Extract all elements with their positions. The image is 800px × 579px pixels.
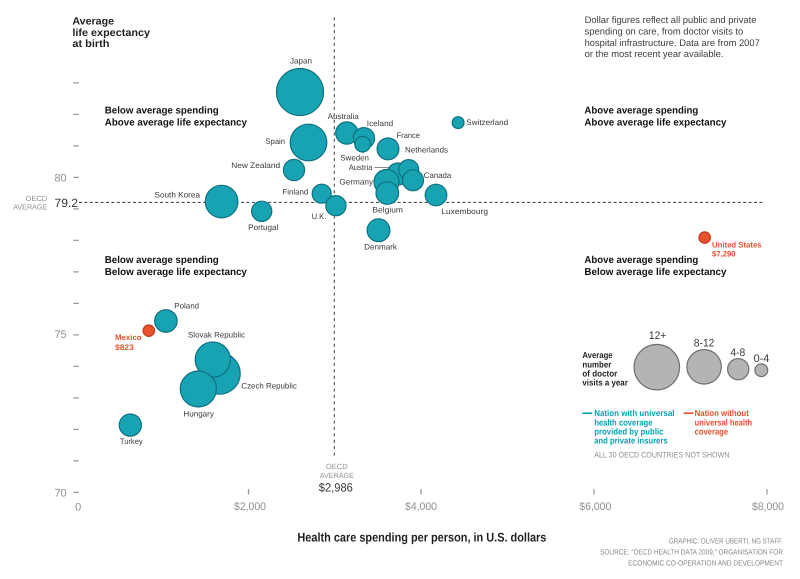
- svg-text:Below average spending: Below average spending: [105, 105, 219, 116]
- svg-text:hospital infrastructure. Data: hospital infrastructure. Data are from 2…: [585, 38, 760, 49]
- svg-text:Germany: Germany: [339, 178, 373, 187]
- svg-text:provided by public: provided by public: [594, 426, 663, 436]
- svg-text:Below average life expectancy: Below average life expectancy: [105, 267, 248, 278]
- svg-text:U.K.: U.K.: [312, 212, 327, 221]
- svg-text:Below average spending: Below average spending: [105, 255, 219, 266]
- svg-text:Mexico: Mexico: [115, 333, 142, 342]
- svg-text:Iceland: Iceland: [367, 119, 393, 128]
- svg-text:Average: Average: [582, 350, 612, 360]
- svg-text:Slovak Republic: Slovak Republic: [188, 331, 245, 340]
- svg-text:70: 70: [54, 488, 66, 500]
- svg-text:OECD: OECD: [26, 194, 48, 203]
- svg-text:ECONOMIC CO-OPERATION AND DEVE: ECONOMIC CO-OPERATION AND DEVELOPMENT: [628, 558, 783, 567]
- svg-text:Above average spending: Above average spending: [584, 255, 698, 266]
- svg-text:Below average life expectancy: Below average life expectancy: [584, 267, 727, 278]
- svg-text:Hungary: Hungary: [183, 410, 214, 419]
- svg-text:Switzerland: Switzerland: [466, 118, 508, 127]
- svg-text:80: 80: [54, 173, 66, 185]
- svg-text:0-4: 0-4: [754, 353, 770, 365]
- svg-text:New Zealand: New Zealand: [231, 161, 280, 170]
- svg-text:visits a year: visits a year: [582, 377, 628, 387]
- svg-text:AVERAGE: AVERAGE: [13, 203, 47, 212]
- svg-text:0: 0: [75, 501, 81, 513]
- svg-text:$7,290: $7,290: [712, 250, 736, 259]
- svg-text:Above average life expectancy: Above average life expectancy: [105, 117, 248, 128]
- svg-text:Finland: Finland: [282, 188, 308, 197]
- svg-text:$2,986: $2,986: [319, 480, 353, 494]
- svg-text:at birth: at birth: [72, 38, 109, 50]
- svg-text:spending on care, from doctor: spending on care, from doctor visits to: [585, 26, 744, 37]
- svg-text:coverage: coverage: [695, 426, 729, 436]
- svg-text:Australia: Australia: [328, 112, 360, 121]
- svg-text:Sweden: Sweden: [340, 154, 369, 163]
- svg-text:79.2: 79.2: [55, 196, 79, 210]
- svg-text:Canada: Canada: [424, 171, 452, 180]
- svg-text:$6,000: $6,000: [579, 501, 611, 513]
- svg-text:France: France: [397, 131, 421, 140]
- svg-text:Above average spending: Above average spending: [584, 105, 698, 116]
- svg-text:Belgium: Belgium: [372, 206, 403, 215]
- svg-text:Czech Republic: Czech Republic: [241, 382, 296, 391]
- svg-text:Netherlands: Netherlands: [405, 145, 448, 154]
- svg-text:number: number: [582, 359, 611, 369]
- svg-text:Turkey: Turkey: [120, 437, 143, 446]
- svg-text:Above average life expectancy: Above average life expectancy: [584, 117, 727, 128]
- svg-text:Portugal: Portugal: [248, 223, 278, 232]
- svg-text:OECD: OECD: [326, 462, 348, 471]
- svg-text:Spain: Spain: [266, 137, 286, 146]
- svg-text:of doctor: of doctor: [582, 368, 617, 378]
- svg-text:Denmark: Denmark: [364, 243, 398, 252]
- svg-text:$4,000: $4,000: [405, 501, 437, 513]
- svg-text:Nation without: Nation without: [695, 408, 749, 418]
- svg-text:or the most recent year availa: or the most recent year available.: [585, 49, 724, 60]
- svg-text:health coverage: health coverage: [594, 417, 652, 427]
- svg-text:ALL 30 OECD COUNTRIES NOT SHOW: ALL 30 OECD COUNTRIES NOT SHOWN: [594, 450, 729, 459]
- svg-text:Dollar figures reflect all pub: Dollar figures reflect all public and pr…: [585, 15, 757, 26]
- svg-text:Health care spending per perso: Health care spending per person, in U.S.…: [297, 530, 546, 544]
- svg-text:Austria: Austria: [349, 163, 373, 172]
- svg-text:$8,000: $8,000: [752, 501, 784, 513]
- svg-text:75: 75: [54, 329, 66, 341]
- svg-text:AVERAGE: AVERAGE: [320, 471, 354, 480]
- svg-text:$823: $823: [115, 343, 134, 352]
- svg-text:Nation with universal: Nation with universal: [594, 408, 674, 418]
- svg-text:life expectancy: life expectancy: [72, 27, 150, 39]
- svg-text:4-8: 4-8: [730, 347, 745, 359]
- svg-text:12+: 12+: [649, 330, 666, 342]
- svg-text:Luxembourg: Luxembourg: [441, 207, 488, 216]
- svg-text:South Korea: South Korea: [155, 190, 201, 199]
- svg-text:8-12: 8-12: [694, 337, 715, 349]
- svg-text:SOURCE: “OECD HEALTH DATA 2009: SOURCE: “OECD HEALTH DATA 2009,” ORGANIS…: [600, 547, 783, 556]
- svg-text:universal health: universal health: [695, 417, 753, 427]
- svg-text:and private insurers: and private insurers: [594, 436, 667, 446]
- svg-text:United States: United States: [712, 241, 762, 250]
- svg-text:Japan: Japan: [290, 56, 312, 65]
- svg-text:Average: Average: [72, 16, 114, 28]
- svg-text:GRAPHIC: OLIVER UBERTI, NG STA: GRAPHIC: OLIVER UBERTI, NG STAFF.: [669, 536, 783, 545]
- svg-text:Poland: Poland: [174, 302, 199, 311]
- svg-text:$2,000: $2,000: [234, 501, 266, 513]
